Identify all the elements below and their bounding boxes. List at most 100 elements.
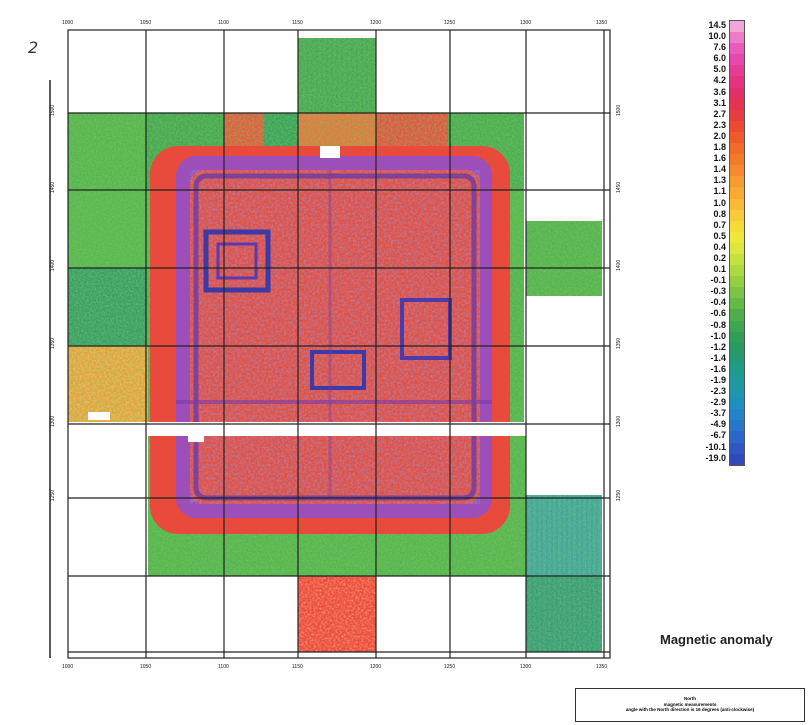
legend-swatch: [730, 76, 744, 88]
legend-swatch: [730, 364, 744, 376]
bottom-tick: 1250: [444, 664, 455, 670]
legend-swatch: [730, 32, 744, 44]
legend-swatch: [730, 453, 744, 465]
legend-swatch: [730, 143, 744, 155]
left-tick: 1450: [50, 182, 56, 193]
legend-label: -0.3: [710, 286, 726, 297]
legend-label: 3.6: [713, 86, 726, 97]
legend-label: -0.8: [710, 319, 726, 330]
legend-swatch: [730, 154, 744, 166]
legend-swatch: [730, 309, 744, 321]
bottom-tick: 1300: [520, 664, 531, 670]
top-tick: 1050: [140, 20, 151, 26]
right-tick: 1350: [616, 338, 622, 349]
legend-label: 2.0: [713, 130, 726, 141]
coordinate-grid: [49, 29, 611, 659]
left-tick: 1300: [50, 416, 56, 427]
legend-swatch: [730, 298, 744, 310]
right-tick: 1450: [616, 182, 622, 193]
legend-labels: 14.5 10.0 7.6 6.0 5.0 4.2 3.6 3.1 2.7 2.3 2.0 1.8 1.…: [700, 20, 726, 464]
legend-swatch: [730, 342, 744, 354]
legend-swatch: [730, 131, 744, 144]
legend-swatch: [730, 331, 744, 343]
legend-swatch: [730, 353, 744, 365]
legend-label: 0.1: [713, 264, 726, 275]
legend-swatch: [730, 120, 744, 132]
legend-label: 1.0: [713, 197, 726, 208]
legend-label: 10.0: [708, 31, 726, 42]
legend-swatch: [730, 242, 744, 254]
legend-label: -2.9: [710, 397, 726, 408]
bottom-tick: 1150: [292, 664, 303, 670]
legend-swatch: [730, 98, 744, 110]
legend-label: -0.4: [710, 297, 726, 308]
legend: 14.5 10.0 7.6 6.0 5.0 4.2 3.6 3.1 2.7 2.3 2.0 1.8 1.…: [660, 20, 808, 660]
legend-swatch: [730, 231, 744, 243]
legend-label: 2.7: [713, 108, 726, 119]
legend-swatch: [730, 409, 744, 421]
legend-label: 3.1: [713, 97, 726, 108]
legend-label: -1.6: [710, 363, 726, 374]
legend-swatch: [730, 43, 744, 55]
legend-label: 4.2: [713, 75, 726, 86]
legend-label: 5.0: [713, 64, 726, 75]
top-tick: 1200: [370, 20, 381, 26]
legend-label: -2.3: [710, 386, 726, 397]
top-tick: 1100: [218, 20, 229, 26]
legend-swatch: [730, 276, 744, 288]
legend-swatch: [730, 165, 744, 177]
legend-label: -6.7: [710, 430, 726, 441]
right-tick: 1300: [616, 416, 622, 427]
magnetometry-survey-map: 1000 1050 1100 1150 1200 1250 1300 1350 …: [49, 20, 622, 670]
bottom-tick: 1200: [370, 664, 381, 670]
bottom-tick: 1350: [596, 664, 607, 670]
legend-label: 1.8: [713, 142, 726, 153]
legend-label: 1.1: [713, 186, 726, 197]
legend-swatch: [730, 265, 744, 277]
legend-swatch: [730, 109, 744, 121]
top-tick: 1350: [596, 20, 607, 26]
legend-label: 0.5: [713, 230, 726, 241]
legend-swatch: [730, 187, 744, 199]
right-tick: 1250: [616, 490, 622, 501]
legend-label: -0.1: [710, 275, 726, 286]
legend-label: -0.6: [710, 308, 726, 319]
legend-label: -1.4: [710, 352, 726, 363]
legend-swatch: [730, 65, 744, 77]
legend-color-bar: [729, 20, 745, 466]
top-tick: 1250: [444, 20, 455, 26]
legend-label: 1.4: [713, 164, 726, 175]
legend-swatch: [730, 420, 744, 432]
figure-number: 2: [28, 38, 39, 57]
legend-swatch: [730, 320, 744, 332]
legend-swatch: [730, 398, 744, 410]
legend-swatch: [730, 431, 744, 443]
legend-swatch: [730, 87, 744, 99]
legend-swatch: [730, 54, 744, 66]
note-line: magnetic measurements: [663, 701, 717, 707]
legend-label: -1.9: [710, 375, 726, 385]
top-tick: 1000: [62, 20, 73, 26]
legend-label: -3.7: [710, 408, 726, 419]
legend-label: 2.3: [713, 119, 726, 130]
note-line: angle with the North direction is 16 deg…: [625, 707, 755, 712]
left-tick: 1400: [50, 260, 56, 271]
legend-label: -19.0: [705, 452, 726, 463]
left-tick: 1250: [50, 490, 56, 501]
legend-swatch: [730, 21, 744, 33]
top-tick: 1150: [292, 20, 303, 26]
legend-swatch: [730, 253, 744, 266]
legend-label: 0.2: [713, 252, 726, 263]
note-line: North: [684, 696, 696, 701]
top-tick: 1300: [520, 20, 531, 26]
orientation-note: North magnetic measurements angle with t…: [575, 688, 805, 722]
legend-label: 0.8: [713, 208, 726, 219]
legend-swatch: [730, 176, 744, 188]
legend-label: -4.9: [710, 419, 726, 430]
left-tick: 1500: [50, 105, 56, 116]
left-tick: 1350: [50, 338, 56, 349]
legend-swatch: [730, 376, 744, 388]
legend-label: 1.3: [713, 175, 726, 186]
legend-swatch: [730, 387, 744, 399]
legend-swatch: [730, 442, 744, 454]
